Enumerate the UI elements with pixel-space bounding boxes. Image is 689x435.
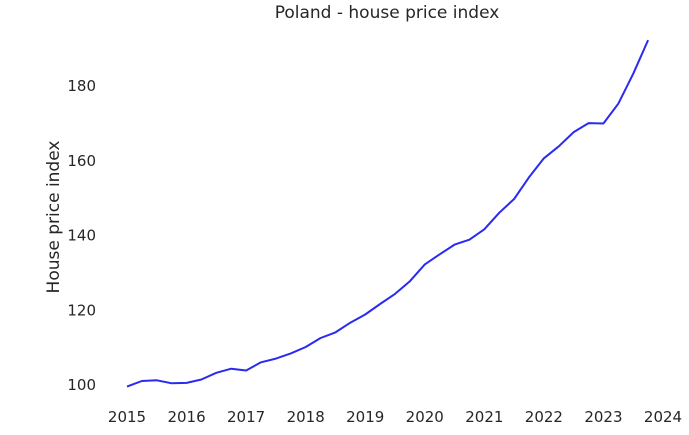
y-tick-label: 100 bbox=[67, 376, 96, 394]
y-tick-label: 140 bbox=[67, 227, 96, 245]
x-tick-label: 2015 bbox=[108, 408, 146, 426]
x-tick-label: 2021 bbox=[465, 408, 503, 426]
x-tick-labels: 2015 2016 2017 2018 2019 2020 2021 2022 2023 2024 bbox=[108, 408, 682, 426]
x-tick-label: 2016 bbox=[167, 408, 205, 426]
chart-title: Poland - house price index bbox=[275, 3, 500, 23]
y-tick-label: 160 bbox=[67, 152, 96, 170]
x-tick-label: 2023 bbox=[584, 408, 622, 426]
x-tick-label: 2017 bbox=[227, 408, 265, 426]
y-tick-labels: 100 120 140 160 180 bbox=[67, 77, 96, 394]
x-tick-label: 2018 bbox=[287, 408, 325, 426]
y-tick-label: 180 bbox=[67, 77, 96, 95]
y-axis-label: House price index bbox=[44, 141, 64, 294]
y-tick-label: 120 bbox=[67, 301, 96, 319]
series-group bbox=[126, 39, 650, 388]
x-tick-label: 2022 bbox=[525, 408, 563, 426]
x-tick-label: 2024 bbox=[644, 408, 682, 426]
series-line bbox=[126, 39, 650, 388]
x-tick-label: 2020 bbox=[406, 408, 444, 426]
x-tick-label: 2019 bbox=[346, 408, 384, 426]
